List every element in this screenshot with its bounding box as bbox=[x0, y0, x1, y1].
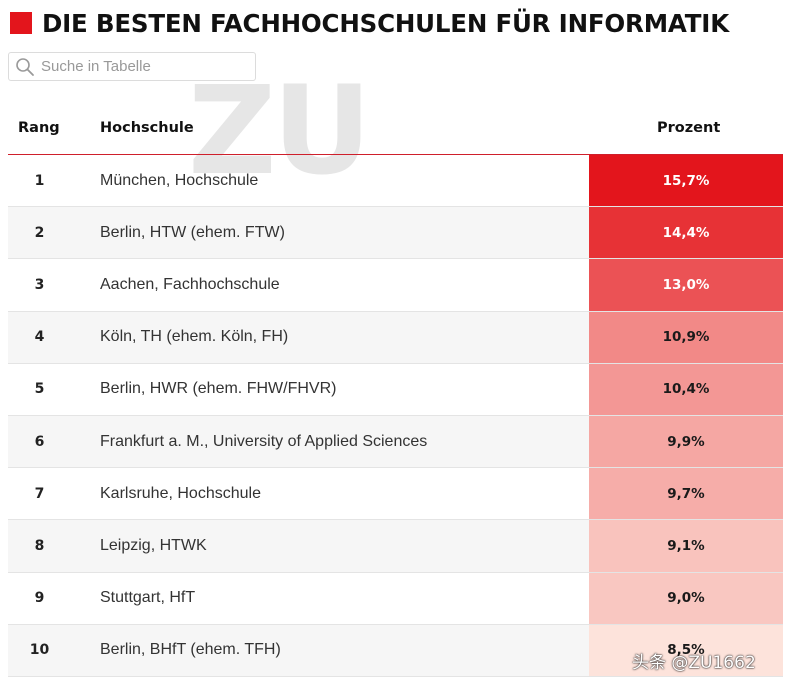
title-accent-square bbox=[10, 12, 32, 34]
page-header: DIE BESTEN FACHHOCHSCHULEN FÜR INFORMATI… bbox=[10, 6, 729, 40]
table-row: 4 Köln, TH (ehem. Köln, FH) 10,9% bbox=[8, 311, 783, 364]
table-row: 8 Leipzig, HTWK 9,1% bbox=[8, 520, 783, 573]
column-header-rank[interactable]: Rang bbox=[18, 120, 60, 136]
university-name-cell: Köln, TH (ehem. Köln, FH) bbox=[100, 328, 289, 346]
university-name-cell: Berlin, BHfT (ehem. TFH) bbox=[100, 641, 281, 659]
rank-cell: 3 bbox=[34, 276, 45, 293]
percent-cell: 10,4% bbox=[589, 363, 783, 415]
rank-cell: 5 bbox=[34, 381, 45, 398]
percent-cell: 13,0% bbox=[589, 259, 783, 311]
table-row: 10 Berlin, BHfT (ehem. TFH) 8,5% bbox=[8, 624, 783, 677]
page-title: DIE BESTEN FACHHOCHSCHULEN FÜR INFORMATI… bbox=[42, 8, 729, 38]
header-divider bbox=[8, 154, 783, 155]
percent-cell: 10,9% bbox=[589, 311, 783, 363]
percent-cell: 9,1% bbox=[589, 520, 783, 572]
university-name-cell: Berlin, HTW (ehem. FTW) bbox=[100, 223, 285, 241]
rank-cell: 4 bbox=[34, 329, 45, 346]
column-header-university[interactable]: Hochschule bbox=[100, 120, 194, 136]
ranking-table-body: 1 München, Hochschule 15,7% 2 Berlin, HTW (e… bbox=[8, 155, 783, 677]
university-name-cell: München, Hochschule bbox=[100, 171, 259, 189]
table-row: 5 Berlin, HWR (ehem. FHW/FHVR) 10,4% bbox=[8, 363, 783, 416]
table-row: 6 Frankfurt a. M., University of Applied … bbox=[8, 415, 783, 469]
university-name-cell: Frankfurt a. M., University of Applied S… bbox=[100, 432, 428, 450]
table-row: 2 Berlin, HTW (ehem. FTW) 14,4% bbox=[8, 207, 783, 260]
column-header-percent[interactable]: Prozent bbox=[657, 120, 721, 136]
search-box[interactable] bbox=[8, 52, 256, 81]
university-name-cell: Stuttgart, HfT bbox=[100, 589, 196, 607]
rank-cell: 9 bbox=[34, 590, 45, 607]
table-row: 3 Aachen, Fachhochschule 13,0% bbox=[8, 259, 783, 312]
percent-cell: 15,7% bbox=[589, 155, 783, 207]
table-row: 9 Stuttgart, HfT 9,0% bbox=[8, 572, 783, 625]
university-name-cell: Leipzig, HTWK bbox=[100, 536, 207, 554]
table-row: 1 München, Hochschule 15,7% bbox=[8, 155, 783, 208]
percent-cell: 9,9% bbox=[589, 415, 783, 468]
rank-cell: 6 bbox=[34, 433, 45, 450]
rank-cell: 7 bbox=[34, 485, 45, 502]
table-row: 7 Karlsruhe, Hochschule 9,7% bbox=[8, 468, 783, 521]
rank-cell: 8 bbox=[34, 537, 45, 554]
search-input[interactable] bbox=[41, 58, 241, 75]
rank-cell: 1 bbox=[34, 172, 45, 189]
rank-cell: 2 bbox=[34, 224, 45, 241]
credit-watermark: 头条 @ZU1662 bbox=[632, 653, 756, 673]
search-icon bbox=[16, 57, 34, 76]
university-name-cell: Berlin, HWR (ehem. FHW/FHVR) bbox=[100, 380, 337, 398]
rank-cell: 10 bbox=[29, 642, 50, 659]
percent-cell: 14,4% bbox=[589, 207, 783, 259]
percent-cell: 8,5% bbox=[589, 624, 783, 676]
university-name-cell: Aachen, Fachhochschule bbox=[100, 275, 280, 293]
percent-cell: 9,7% bbox=[589, 468, 783, 520]
university-name-cell: Karlsruhe, Hochschule bbox=[100, 484, 261, 502]
percent-cell: 9,0% bbox=[589, 572, 783, 624]
